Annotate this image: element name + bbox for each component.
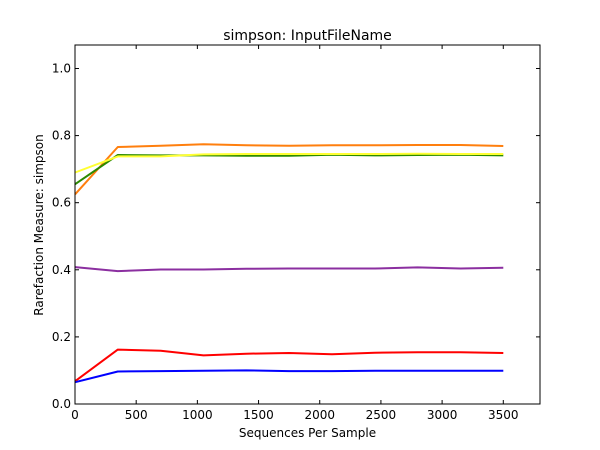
chart-title: simpson: InputFileName: [223, 28, 392, 44]
x-tick-label: 1500: [243, 408, 274, 422]
x-tick-label: 3000: [427, 408, 458, 422]
x-tick-label: 500: [125, 408, 148, 422]
y-axis-label: Rarefaction Measure: simpson: [32, 134, 46, 315]
y-tick-label: 0.8: [52, 129, 71, 143]
y-tick-label: 1.0: [52, 61, 71, 75]
series-line-3: [74, 152, 504, 174]
y-tick-label: 0.6: [52, 196, 71, 210]
series-line-5: [74, 348, 504, 383]
x-tick-label: 2000: [304, 408, 335, 422]
y-tick-label: 0.2: [52, 330, 71, 344]
series-line-1: [74, 143, 504, 195]
y-tick-label: 0.4: [52, 263, 71, 277]
x-tick-label: 1000: [182, 408, 213, 422]
y-tick-label: 0.0: [52, 397, 71, 411]
x-tick-label: 3500: [488, 408, 519, 422]
x-tick-label: 0: [71, 408, 79, 422]
axes-frame: [74, 44, 541, 405]
series-line-2: [74, 153, 504, 186]
series-line-4: [75, 266, 504, 273]
x-axis-label: Sequences Per Sample: [239, 426, 376, 440]
plot-area: 0 500 1000 1500 2000 2500 3000 3500 0.0 0.2 0.4 0.6…: [52, 44, 541, 422]
series-line-6: [74, 369, 504, 384]
x-tick-label: 2500: [366, 408, 397, 422]
